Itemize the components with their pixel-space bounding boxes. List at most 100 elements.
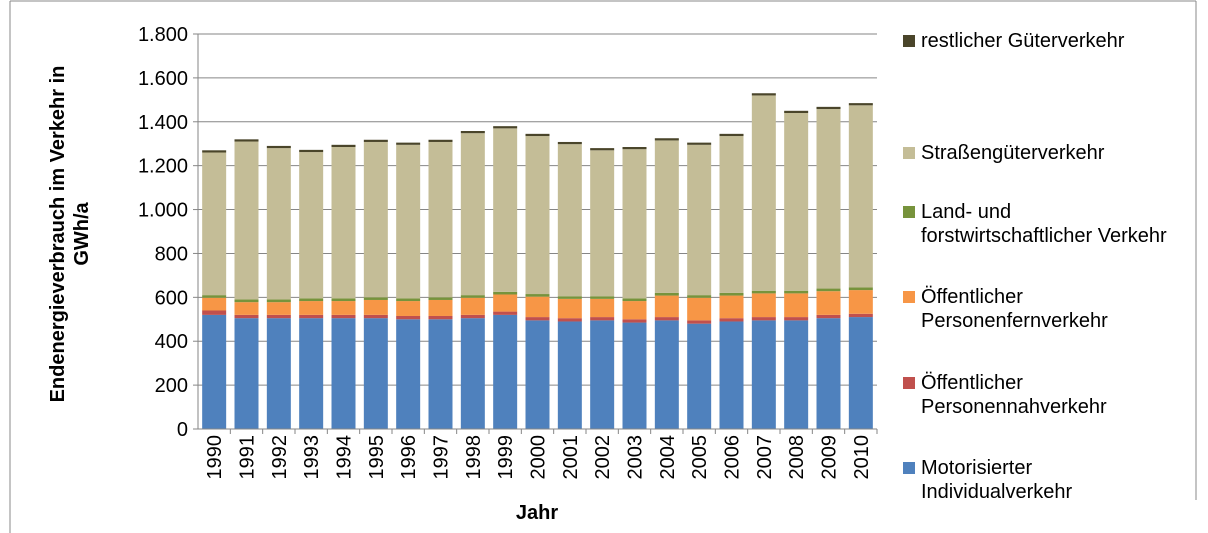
bar-segment <box>493 291 518 295</box>
bar-segment <box>622 298 647 302</box>
y-tick-label: 600 <box>155 287 188 309</box>
bar-segment <box>622 319 647 323</box>
legend-swatch <box>903 206 915 218</box>
bar-segment <box>525 320 550 429</box>
y-tick-label: 400 <box>155 331 188 353</box>
x-tick-label: 2006 <box>722 435 744 480</box>
x-tick-label: 2000 <box>528 435 550 480</box>
bar-segment <box>654 317 679 321</box>
x-tick-label: 2002 <box>592 435 614 480</box>
legend-entry: restlicher Güterverkehr <box>903 29 1183 53</box>
bar-segment <box>363 314 388 319</box>
legend-label: Öffentlicher Personenfernverkehr <box>921 286 1108 332</box>
bar-segment <box>525 294 550 297</box>
y-tick-label: 1.200 <box>138 156 188 178</box>
bar-segment <box>687 297 712 321</box>
bar-segment <box>557 296 582 299</box>
bar-segment <box>202 295 227 298</box>
bar-segment <box>557 321 582 429</box>
legend-entry: Land- und forstwirtschaftlicher Verkehr <box>903 200 1183 248</box>
x-tick-label: 2008 <box>786 435 808 480</box>
bar-segment <box>460 295 485 298</box>
bar-segment <box>654 138 679 141</box>
bar-segment <box>784 293 809 318</box>
bar-segment <box>266 145 291 149</box>
legend-label: Straßengüterverkehr <box>921 142 1105 164</box>
bar-segment <box>396 319 421 429</box>
bar-segment <box>493 294 518 312</box>
bar-segment <box>396 142 421 145</box>
bar-segment <box>590 148 615 151</box>
bar-segment <box>784 290 809 294</box>
bar-segment <box>687 295 712 298</box>
bar-segment <box>493 314 518 429</box>
x-tick-label: 1995 <box>366 435 388 480</box>
bar-segment <box>493 311 518 315</box>
bar-segment <box>622 322 647 429</box>
x-tick-label: 1994 <box>334 435 356 480</box>
bar-segment <box>525 136 550 295</box>
bar-segment <box>363 139 388 142</box>
x-tick-label: 1996 <box>398 435 420 480</box>
bar-segment <box>299 314 324 319</box>
x-tick-label: 1999 <box>495 435 517 480</box>
legend-swatch <box>903 462 915 474</box>
bar-segment <box>428 319 453 429</box>
bar-segment <box>751 290 776 294</box>
y-tick-label: 1.600 <box>138 68 188 90</box>
bar-segment <box>525 133 550 137</box>
bar-segment <box>784 320 809 429</box>
bar-segment <box>266 148 291 300</box>
legend-entry: Straßengüterverkehr <box>903 141 1183 165</box>
legend-swatch <box>903 35 915 47</box>
bar-segment <box>234 302 259 315</box>
bar-segment <box>654 292 679 296</box>
legend-entry: Motorisierter Individualverkehr <box>903 456 1183 504</box>
x-tick-label: 1990 <box>204 435 226 480</box>
bar-segment <box>816 291 841 315</box>
bar-segment <box>848 287 873 291</box>
bar-segment <box>751 93 776 96</box>
bar-segment <box>363 299 388 315</box>
x-tick-label: 1991 <box>237 435 259 480</box>
bar-segment <box>299 301 324 315</box>
bar-segment <box>331 318 356 429</box>
legend-label: Motorisierter Individualverkehr <box>921 457 1073 503</box>
bar-segment <box>719 136 744 293</box>
bar-segment <box>687 142 712 145</box>
x-tick-label: 2010 <box>851 435 873 480</box>
bar-segment <box>816 314 841 319</box>
bar-segment <box>590 320 615 429</box>
x-tick-label: 2003 <box>625 435 647 480</box>
legend-label: Land- und forstwirtschaftlicher Verkehr <box>921 201 1167 247</box>
bar-segment <box>266 299 291 303</box>
bar-segment <box>428 315 453 320</box>
legend-label: Öffentlicher Personennahverkehr <box>921 372 1107 418</box>
y-tick-label: 0 <box>177 419 188 441</box>
legend-swatch <box>903 147 915 159</box>
bar-segment <box>784 110 809 113</box>
y-tick-label: 200 <box>155 375 188 397</box>
bar-segment <box>590 298 615 318</box>
bar-segment <box>428 139 453 142</box>
bar-segment <box>396 301 421 316</box>
legend-swatch <box>903 291 915 303</box>
bar-segment <box>751 317 776 321</box>
bar-segment <box>202 150 227 153</box>
bar-segment <box>751 293 776 318</box>
bar-segment <box>719 321 744 429</box>
bar-segment <box>396 298 421 302</box>
bar-segment <box>266 314 291 319</box>
bar-segment <box>557 298 582 319</box>
bar-segment <box>460 133 485 296</box>
bar-segment <box>719 318 744 322</box>
bar-segment <box>622 301 647 320</box>
bar-segment <box>848 317 873 429</box>
bar-segment <box>493 126 518 129</box>
bar-segment <box>234 139 259 142</box>
y-tick-label: 1.400 <box>138 112 188 134</box>
x-tick-label: 1992 <box>269 435 291 480</box>
bar-segment <box>428 141 453 298</box>
bar-segment <box>751 320 776 429</box>
